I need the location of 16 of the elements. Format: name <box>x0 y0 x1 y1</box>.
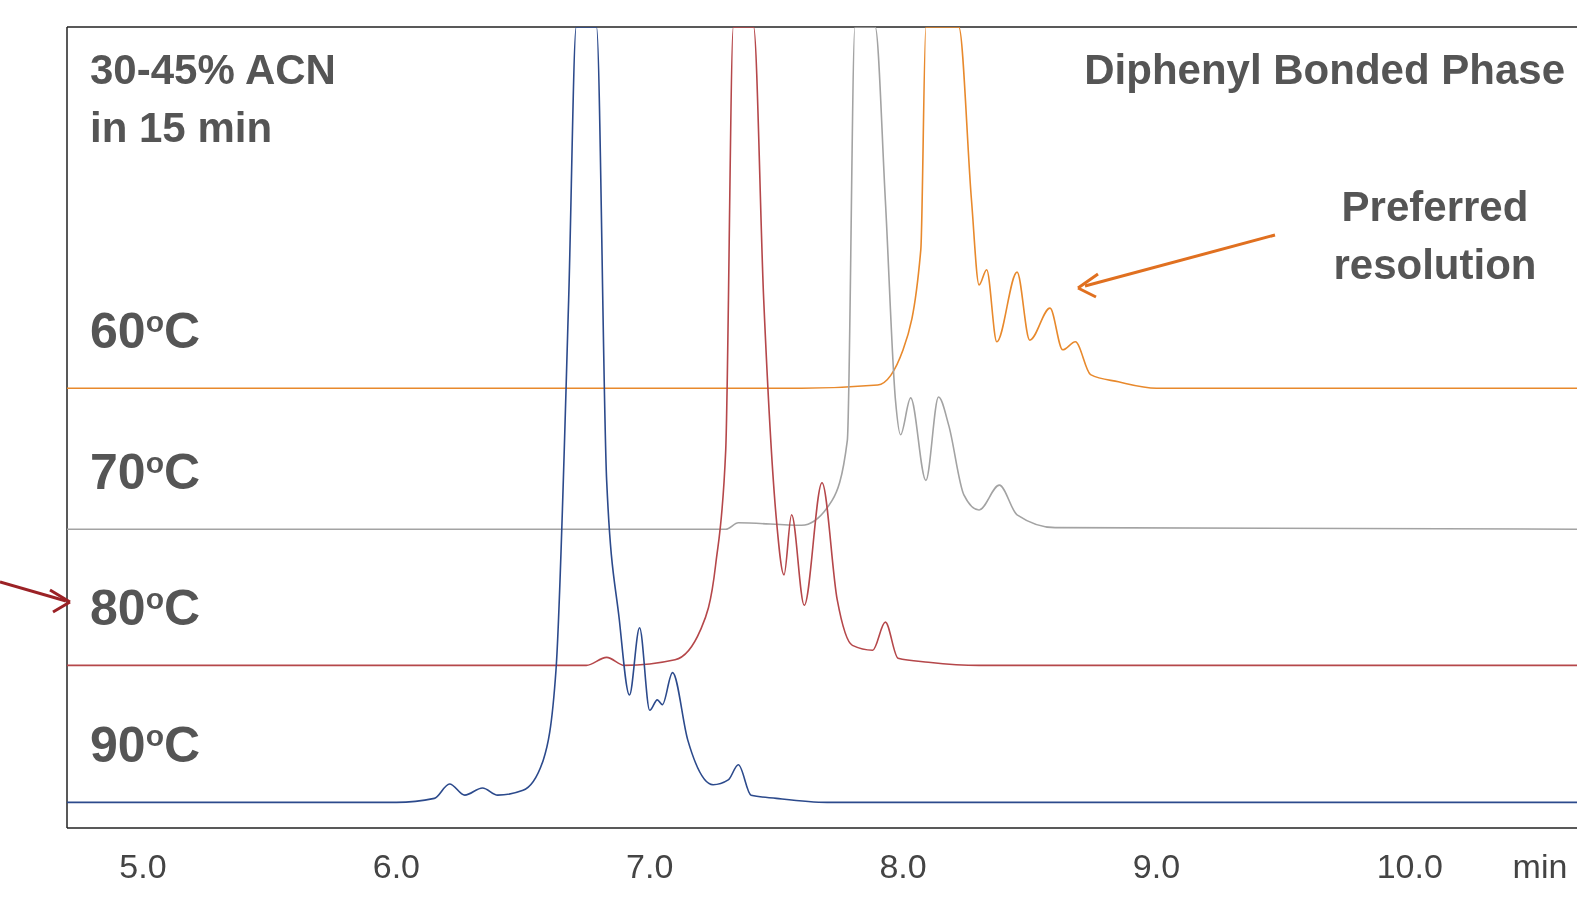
x-tick-label: 6.0 <box>372 847 420 885</box>
text: Diphenyl Bonded Phase <box>1084 46 1565 93</box>
x-tick-label: 8.0 <box>879 847 927 885</box>
annotation: Preferred <box>1341 183 1529 230</box>
annotation: 30-45% ACN <box>90 46 336 93</box>
x-tick-label: 5.0 <box>119 847 167 885</box>
x-tick-label: 9.0 <box>1132 847 1181 885</box>
annotation: resolution <box>1333 241 1537 288</box>
x-tick-label: 7.0 <box>626 847 674 885</box>
annotation: in 15 min <box>90 104 273 151</box>
x-tick-label: 10.0 <box>1376 847 1443 885</box>
series-label: 80$^{o}$C <box>90 580 201 637</box>
series-label: 90$^{o}$C <box>90 717 201 774</box>
series-label: 60$^{o}$C <box>90 303 201 360</box>
x-axis-title: min <box>1512 847 1568 885</box>
series-label: 70$^{o}$C <box>90 444 201 501</box>
